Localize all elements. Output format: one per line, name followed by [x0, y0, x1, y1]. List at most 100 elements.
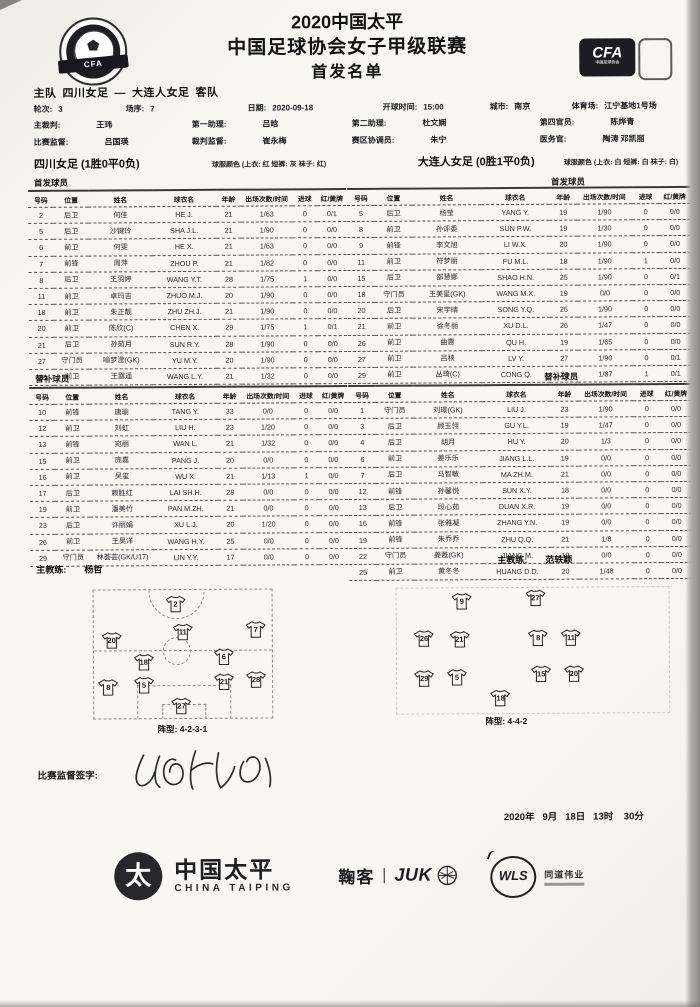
cell: 后卫 — [376, 434, 414, 451]
cell: 孙茹月 — [89, 336, 154, 353]
cell: WANG M.X. — [481, 285, 551, 302]
cell: 姜乐乐 — [413, 450, 483, 467]
cell: 2 — [28, 207, 54, 224]
away-label: 客队 — [195, 86, 219, 99]
player-row: 5 后卫 沙键玲 SHA J.L. 21 1/90 0 0/0 — [28, 221, 347, 240]
taiping-en-text: CHINA TAIPING — [174, 881, 294, 894]
cell: 20 — [550, 433, 579, 450]
cell: 0/0 — [579, 546, 635, 563]
cell: 前卫 — [374, 253, 413, 271]
player-shirt-icon: 26 — [413, 630, 435, 647]
player-shirt-icon: 29 — [414, 670, 435, 687]
cell: 0/0 — [578, 481, 634, 499]
player-shirt-icon: 6 — [213, 647, 234, 665]
cell: 0 — [632, 333, 661, 350]
cell: 1/90 — [577, 300, 633, 318]
column-header: 年龄 — [216, 386, 243, 404]
cell: 19 — [551, 449, 579, 467]
cell: 22 — [349, 548, 377, 565]
cell: 15 — [29, 452, 56, 470]
cell: 7 — [28, 255, 55, 273]
column-header-row: 号码 位置 姓名 球衣名 年龄 出场次数/时间 进球 红/黄牌 — [29, 386, 348, 405]
scan-edge-bottom — [0, 1000, 700, 1007]
cell: 17 — [217, 548, 244, 566]
cell: 0 — [292, 286, 319, 303]
cell: GU Y.L. — [482, 417, 551, 435]
cell: 21 — [551, 530, 580, 547]
cell: 前卫 — [375, 334, 414, 352]
cell: 后卫 — [375, 269, 413, 287]
cell: 19 — [549, 220, 578, 237]
home-starters-label: 首发球员 — [34, 177, 69, 188]
home-label: 主队 — [33, 87, 57, 100]
cell: 0/1 — [317, 205, 347, 222]
cell: 4 — [348, 434, 377, 452]
cell: 21 — [215, 222, 242, 239]
cell: 23 — [217, 419, 243, 436]
player-row: 20 前卫 陈欣(C) CHEN X. 29 1/75 1 0/1 — [28, 318, 347, 337]
cell: 0 — [633, 481, 662, 498]
column-header: 红/黄牌 — [318, 386, 348, 403]
info-value: 陶涛 邓凯丽 — [602, 133, 645, 144]
cell: 1/90 — [242, 335, 293, 352]
cell: 1/90 — [242, 351, 294, 369]
cell: SUN P.W. — [481, 220, 550, 238]
cell: 19 — [550, 285, 578, 302]
cell: 26 — [550, 317, 578, 334]
cell: 6 — [28, 239, 54, 257]
cell: 徐冬丽 — [413, 318, 482, 335]
cell: 前卫 — [374, 221, 413, 238]
cell: 0 — [292, 351, 319, 368]
cell: 0/0 — [317, 254, 347, 271]
cell: 后卫 — [375, 302, 414, 319]
info-label: 第四官员: — [539, 117, 575, 128]
cell: 5 — [28, 223, 54, 240]
cell: 守门员 — [375, 286, 413, 303]
cell: 0/0 — [318, 367, 348, 384]
cell: 27 — [29, 352, 55, 370]
info-field: 轮次: 3 — [34, 103, 126, 115]
cell: 丛琦(C) — [413, 366, 483, 384]
cell: 0/0 — [242, 483, 294, 501]
pitch-center-circle — [162, 637, 191, 666]
cell: ZHOU P. — [152, 254, 217, 272]
player-row: 12 前卫 刘虹 LIU H. 23 1/20 0 0/0 — [29, 418, 348, 437]
info-field: 裁判监督: 崔永梅 — [192, 135, 352, 147]
player-shirt-icon: 5 — [133, 676, 154, 694]
match-line: 主队 四川女足 — 大连人女足 客队 — [33, 84, 224, 101]
info-value: 王玮 — [96, 120, 113, 130]
cell: 20 — [217, 451, 243, 469]
cell: MA ZH.M. — [482, 466, 552, 483]
cell: WAN L. — [153, 435, 218, 453]
cell: 19 — [349, 531, 377, 549]
cell: 张雅凝 — [414, 515, 483, 532]
cell: 20 — [216, 287, 242, 304]
juke-divider: | — [382, 866, 387, 884]
cell: 0/0 — [318, 402, 348, 419]
cell: ZHANG Y.N. — [482, 514, 552, 532]
cell: 19 — [550, 417, 579, 434]
cell: 前卫 — [375, 350, 414, 368]
column-header: 出场次数/时间 — [578, 384, 634, 402]
cell: 8 — [347, 221, 375, 238]
cell: 16 — [349, 515, 377, 533]
cell: 顾玉翎 — [413, 417, 483, 435]
cell: WU X. — [153, 468, 218, 485]
cell: 8 — [28, 272, 55, 289]
player-row: 15 前卫 庞嘉 PANG J. 20 0/0 0 0/0 — [29, 451, 348, 470]
player-row: 10 前锋 唐瑜 TANG Y. 33 0/0 0 0/0 — [29, 402, 348, 421]
cfa-womens-league-logo: CFA — [57, 17, 129, 86]
scan-corner-artifact — [0, 0, 22, 10]
cell: 卓玛吉 — [89, 287, 153, 305]
cell: 守门员 — [376, 547, 415, 565]
cell: LAI SH.H. — [153, 484, 218, 501]
cell: 0 — [633, 449, 661, 466]
cell: 后卫 — [53, 207, 89, 224]
cell: CHEN X. — [152, 319, 217, 337]
cell: 0/0 — [243, 532, 295, 549]
wls-text: WLS — [498, 867, 528, 884]
cell: 0 — [633, 465, 661, 482]
away-team-name: 大连人女足 — [131, 86, 190, 100]
cell: 姜甦(GK) — [414, 547, 484, 564]
